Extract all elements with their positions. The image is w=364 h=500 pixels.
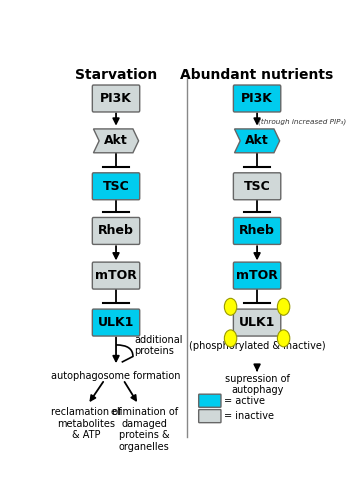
Text: autophagosome formation: autophagosome formation bbox=[51, 371, 181, 381]
Text: mTOR: mTOR bbox=[236, 269, 278, 282]
Text: (through increased PIP₃): (through increased PIP₃) bbox=[258, 118, 347, 125]
FancyBboxPatch shape bbox=[199, 410, 221, 422]
Polygon shape bbox=[94, 129, 139, 153]
Text: Rheb: Rheb bbox=[98, 224, 134, 237]
Text: TSC: TSC bbox=[103, 180, 129, 193]
Circle shape bbox=[224, 298, 237, 316]
Polygon shape bbox=[234, 129, 280, 153]
Text: TSC: TSC bbox=[244, 180, 270, 193]
FancyBboxPatch shape bbox=[92, 309, 140, 336]
FancyBboxPatch shape bbox=[233, 309, 281, 336]
FancyBboxPatch shape bbox=[92, 262, 140, 289]
FancyBboxPatch shape bbox=[92, 218, 140, 244]
FancyBboxPatch shape bbox=[199, 394, 221, 407]
Text: PI3K: PI3K bbox=[100, 92, 132, 105]
Text: Akt: Akt bbox=[104, 134, 128, 147]
Text: = inactive: = inactive bbox=[224, 411, 274, 421]
Text: ULK1: ULK1 bbox=[239, 316, 275, 329]
Text: Akt: Akt bbox=[245, 134, 269, 147]
FancyBboxPatch shape bbox=[233, 85, 281, 112]
Circle shape bbox=[224, 330, 237, 347]
FancyBboxPatch shape bbox=[92, 173, 140, 200]
Circle shape bbox=[277, 298, 290, 316]
Text: mTOR: mTOR bbox=[95, 269, 137, 282]
Text: supression of
autophagy: supression of autophagy bbox=[225, 374, 289, 396]
Text: reclamation of
metabolites
& ATP: reclamation of metabolites & ATP bbox=[51, 408, 122, 440]
Text: ULK1: ULK1 bbox=[98, 316, 134, 329]
Text: additional
proteins: additional proteins bbox=[134, 335, 183, 356]
Text: elimination of
damaged
proteins &
organelles: elimination of damaged proteins & organe… bbox=[111, 408, 178, 452]
Text: Rheb: Rheb bbox=[239, 224, 275, 237]
FancyBboxPatch shape bbox=[233, 262, 281, 289]
FancyBboxPatch shape bbox=[233, 218, 281, 244]
Text: PI3K: PI3K bbox=[241, 92, 273, 105]
Text: (phosphorylated & inactive): (phosphorylated & inactive) bbox=[189, 342, 325, 351]
FancyBboxPatch shape bbox=[92, 85, 140, 112]
Text: Abundant nutrients: Abundant nutrients bbox=[181, 68, 334, 82]
Text: = active: = active bbox=[224, 396, 265, 406]
Text: Starvation: Starvation bbox=[75, 68, 157, 82]
FancyBboxPatch shape bbox=[233, 173, 281, 200]
Circle shape bbox=[277, 330, 290, 347]
